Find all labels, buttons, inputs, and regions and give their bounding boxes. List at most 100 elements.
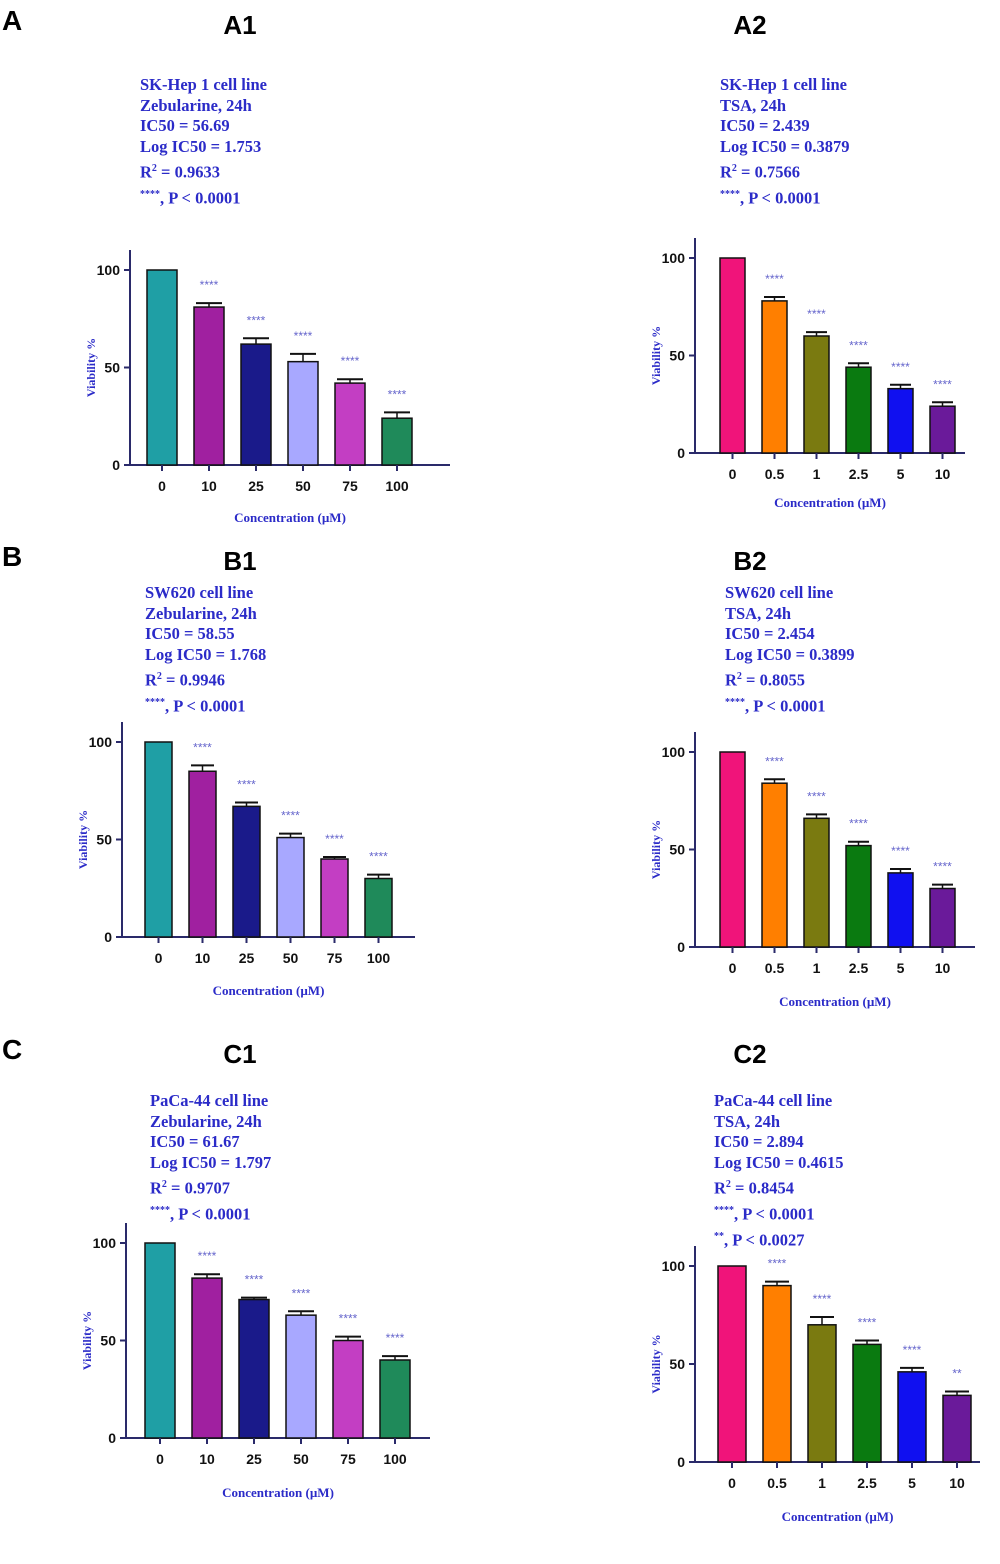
stats-text: PaCa-44 cell line Zebularine, 24h IC50 = 6… bbox=[150, 1091, 271, 1225]
significance-label: **** bbox=[765, 272, 784, 286]
panel-title: B1 bbox=[223, 546, 257, 576]
bar-50 bbox=[276, 836, 305, 938]
bar-chart: 0 50 100 Viability % 0 **** 10 **** 25 **** 50 ****… bbox=[76, 722, 415, 998]
bar-5 bbox=[887, 387, 914, 454]
significance-label: **** bbox=[858, 1315, 877, 1329]
stats-line: Log IC50 = 1.768 bbox=[145, 644, 267, 664]
x-tick-label: 2.5 bbox=[849, 960, 869, 976]
stats-line: PaCa-44 cell line bbox=[150, 1091, 269, 1110]
bar-100 bbox=[379, 1359, 411, 1439]
stats-line: ****, P < 0.0001 bbox=[720, 188, 821, 208]
stats-line: R2 = 0.7566 bbox=[720, 162, 800, 182]
significance-label: **** bbox=[247, 313, 266, 327]
x-tick-label: 0.5 bbox=[765, 960, 785, 976]
stats-line: Log IC50 = 0.3899 bbox=[725, 644, 855, 664]
bar-75 bbox=[320, 858, 349, 938]
x-tick-label: 0 bbox=[158, 478, 166, 494]
stats-line: Log IC50 = 1.797 bbox=[150, 1152, 272, 1172]
significance-label: **** bbox=[369, 850, 388, 864]
y-tick-label: 50 bbox=[104, 360, 120, 376]
x-tick-label: 50 bbox=[295, 478, 311, 494]
bar-25 bbox=[238, 1298, 270, 1439]
bar-0 bbox=[144, 1242, 176, 1439]
stats-line: R2 = 0.8454 bbox=[714, 1178, 794, 1198]
stats-line: IC50 = 2.439 bbox=[720, 116, 810, 135]
x-tick-label: 25 bbox=[248, 478, 264, 494]
x-tick-label: 75 bbox=[342, 478, 358, 494]
significance-label: **** bbox=[891, 844, 910, 858]
y-tick-label: 100 bbox=[662, 250, 686, 266]
bar-5 bbox=[887, 872, 914, 948]
bar-0 bbox=[719, 751, 746, 948]
y-axis-label: Viability % bbox=[649, 326, 663, 385]
x-tick-label: 75 bbox=[340, 1451, 356, 1467]
y-tick-label: 100 bbox=[89, 734, 113, 750]
stats-line: IC50 = 56.69 bbox=[140, 116, 230, 135]
stats-text: SK-Hep 1 cell line Zebularine, 24h IC50 = … bbox=[140, 75, 267, 209]
bar-5 bbox=[897, 1371, 927, 1463]
stats-text: SW620 cell line Zebularine, 24h IC50 = 58.… bbox=[145, 583, 266, 717]
y-tick-label: 0 bbox=[677, 1454, 685, 1470]
stats-line: ****, P < 0.0001 bbox=[145, 696, 246, 716]
x-axis-label: Concentration (µM) bbox=[782, 1509, 894, 1524]
stats-line: R2 = 0.8055 bbox=[725, 670, 805, 690]
panel-title: B2 bbox=[733, 546, 767, 576]
bar-75 bbox=[332, 1339, 364, 1439]
bar-50 bbox=[287, 360, 319, 466]
x-tick-label: 0 bbox=[728, 1475, 736, 1491]
section-letter-c: C bbox=[2, 1034, 23, 1065]
significance-label: **** bbox=[813, 1292, 832, 1306]
stats-line: **, P < 0.0027 bbox=[714, 1230, 805, 1250]
panel-b1: B1 SW620 cell line Zebularine, 24h IC50 = 5… bbox=[20, 541, 460, 1021]
y-tick-label: 0 bbox=[677, 445, 685, 461]
panel-title: C2 bbox=[733, 1039, 767, 1069]
x-tick-label: 25 bbox=[246, 1451, 262, 1467]
significance-label: **** bbox=[933, 377, 952, 391]
stats-line: Zebularine, 24h bbox=[145, 603, 257, 623]
significance-label: **** bbox=[807, 307, 826, 321]
stats-line: SW620 cell line bbox=[725, 583, 834, 602]
bar-10 bbox=[193, 306, 225, 466]
y-tick-label: 0 bbox=[112, 457, 120, 473]
y-axis-label: Viability % bbox=[84, 338, 98, 397]
bar-75 bbox=[334, 382, 366, 466]
x-tick-label: 5 bbox=[908, 1475, 916, 1491]
stats-text: PaCa-44 cell line TSA, 24h IC50 = 2.894 Log… bbox=[714, 1091, 844, 1251]
x-tick-label: 5 bbox=[897, 960, 905, 976]
x-tick-label: 1 bbox=[813, 960, 821, 976]
significance-label: **** bbox=[388, 387, 407, 401]
significance-label: **** bbox=[933, 860, 952, 874]
stats-text: SK-Hep 1 cell line TSA, 24h IC50 = 2.439 Lo… bbox=[720, 75, 850, 209]
x-tick-label: 1 bbox=[818, 1475, 826, 1491]
x-tick-label: 10 bbox=[949, 1475, 965, 1491]
panel-title: A1 bbox=[223, 10, 257, 40]
bar-1 bbox=[807, 1324, 837, 1463]
stats-line: ****, P < 0.0001 bbox=[725, 696, 826, 716]
stats-line: IC50 = 2.454 bbox=[725, 624, 815, 643]
bar-100 bbox=[364, 877, 393, 938]
x-tick-label: 0 bbox=[729, 960, 737, 976]
bar-2.5 bbox=[845, 844, 872, 948]
bar-chart: 0 50 100 Viability % 0 **** 0.5 **** 1 **** 2.5 ***… bbox=[649, 238, 965, 510]
significance-label: **** bbox=[807, 789, 826, 803]
bar-2.5 bbox=[845, 366, 872, 454]
stats-line: ****, P < 0.0001 bbox=[714, 1204, 815, 1224]
x-tick-label: 2.5 bbox=[857, 1475, 877, 1491]
significance-label: **** bbox=[339, 1312, 358, 1326]
stats-line: TSA, 24h bbox=[714, 1111, 781, 1131]
bar-25 bbox=[240, 343, 272, 466]
bar-0.5 bbox=[762, 1284, 792, 1463]
stats-line: Zebularine, 24h bbox=[140, 95, 252, 115]
y-axis-label: Viability % bbox=[649, 1334, 663, 1393]
section-letter-b: B bbox=[2, 541, 23, 572]
significance-label: **** bbox=[294, 329, 313, 343]
x-tick-label: 0 bbox=[155, 950, 163, 966]
y-tick-label: 100 bbox=[93, 1235, 117, 1251]
significance-label: **** bbox=[292, 1286, 311, 1300]
bar-0.5 bbox=[761, 782, 788, 948]
significance-label: **** bbox=[245, 1273, 264, 1287]
bar-chart: 0 50 100 Viability % 0 **** 10 **** 25 **** 50 ****… bbox=[80, 1223, 430, 1500]
stats-line: Log IC50 = 1.753 bbox=[140, 136, 262, 156]
bar-100 bbox=[381, 417, 413, 466]
significance-label: **** bbox=[198, 1249, 217, 1263]
